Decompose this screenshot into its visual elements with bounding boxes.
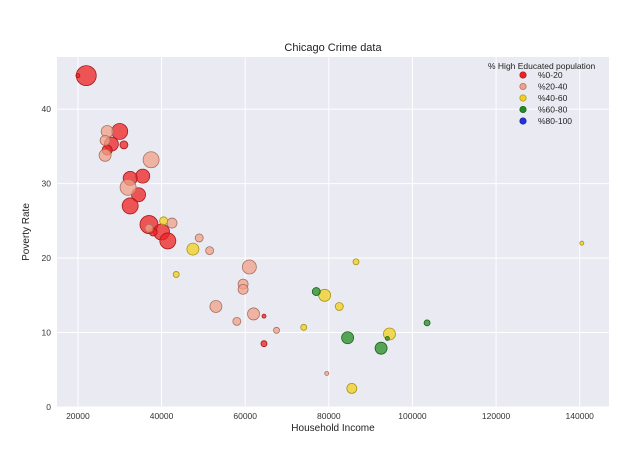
data-point xyxy=(247,307,260,321)
data-point xyxy=(75,73,81,79)
data-point xyxy=(352,258,360,266)
y-tick-label: 20 xyxy=(42,253,52,263)
data-point xyxy=(324,371,330,376)
x-tick-label: 60000 xyxy=(233,411,257,421)
data-point xyxy=(159,216,169,226)
legend-marker xyxy=(519,71,527,79)
y-tick-label: 0 xyxy=(46,402,51,412)
data-point xyxy=(119,178,137,196)
legend-marker xyxy=(519,117,527,125)
x-tick-label: 80000 xyxy=(317,411,341,421)
legend-marker xyxy=(519,94,527,102)
chart-title: Chicago Crime data xyxy=(284,42,382,54)
data-point xyxy=(159,232,177,250)
data-point xyxy=(374,341,388,355)
legend-label: %60-80 xyxy=(538,105,568,115)
x-tick-label: 40000 xyxy=(150,411,174,421)
x-tick-label: 100000 xyxy=(398,411,427,421)
data-point xyxy=(194,233,204,243)
data-point xyxy=(205,246,215,256)
legend-label: %0-20 xyxy=(538,70,563,80)
tick-labels: 20000 40000 60000 80000 100000 120000 140000 0 1… xyxy=(42,104,595,421)
x-axis-label: Household Income xyxy=(291,423,375,434)
data-point xyxy=(209,300,223,313)
data-point xyxy=(341,331,355,345)
data-point xyxy=(318,288,332,302)
data-point xyxy=(423,319,431,327)
data-point xyxy=(241,259,257,275)
data-point xyxy=(384,336,390,341)
x-tick-label: 120000 xyxy=(482,411,511,421)
data-point xyxy=(172,271,180,278)
data-point xyxy=(119,140,129,150)
legend-marker xyxy=(519,105,527,114)
data-points xyxy=(75,65,585,394)
data-point xyxy=(142,151,160,169)
data-point xyxy=(346,382,358,394)
legend-label: %40-60 xyxy=(538,93,568,103)
legend-marker xyxy=(519,82,527,91)
data-point xyxy=(144,223,154,233)
data-point xyxy=(311,287,321,296)
data-point xyxy=(232,316,242,326)
legend-entries: %0-20 %20-40%40-60 %60-80%80-100 xyxy=(519,70,572,126)
y-tick-label: 30 xyxy=(42,179,52,189)
data-point xyxy=(121,197,139,215)
data-point xyxy=(237,283,249,295)
data-point xyxy=(273,326,280,334)
x-tick-label: 20000 xyxy=(66,411,90,421)
legend: % High Educated population %0-20 %20-40%4… xyxy=(488,61,596,126)
data-point xyxy=(186,242,200,256)
legend-label: %20-40 xyxy=(538,82,568,92)
data-point xyxy=(579,240,585,246)
data-point xyxy=(98,148,112,162)
legend-title: % High Educated population xyxy=(488,61,596,71)
data-point xyxy=(261,313,267,319)
data-point xyxy=(111,123,129,140)
y-axis-label: Poverty Rate xyxy=(21,203,32,261)
y-tick-label: 10 xyxy=(42,328,52,338)
y-tick-label: 40 xyxy=(42,104,52,114)
data-point xyxy=(260,340,268,348)
x-tick-label: 140000 xyxy=(566,411,595,421)
data-point xyxy=(135,168,151,184)
data-point xyxy=(300,323,308,331)
legend-label: %80-100 xyxy=(538,116,572,126)
data-point xyxy=(166,217,178,229)
data-point xyxy=(334,302,344,311)
data-point xyxy=(99,135,111,146)
